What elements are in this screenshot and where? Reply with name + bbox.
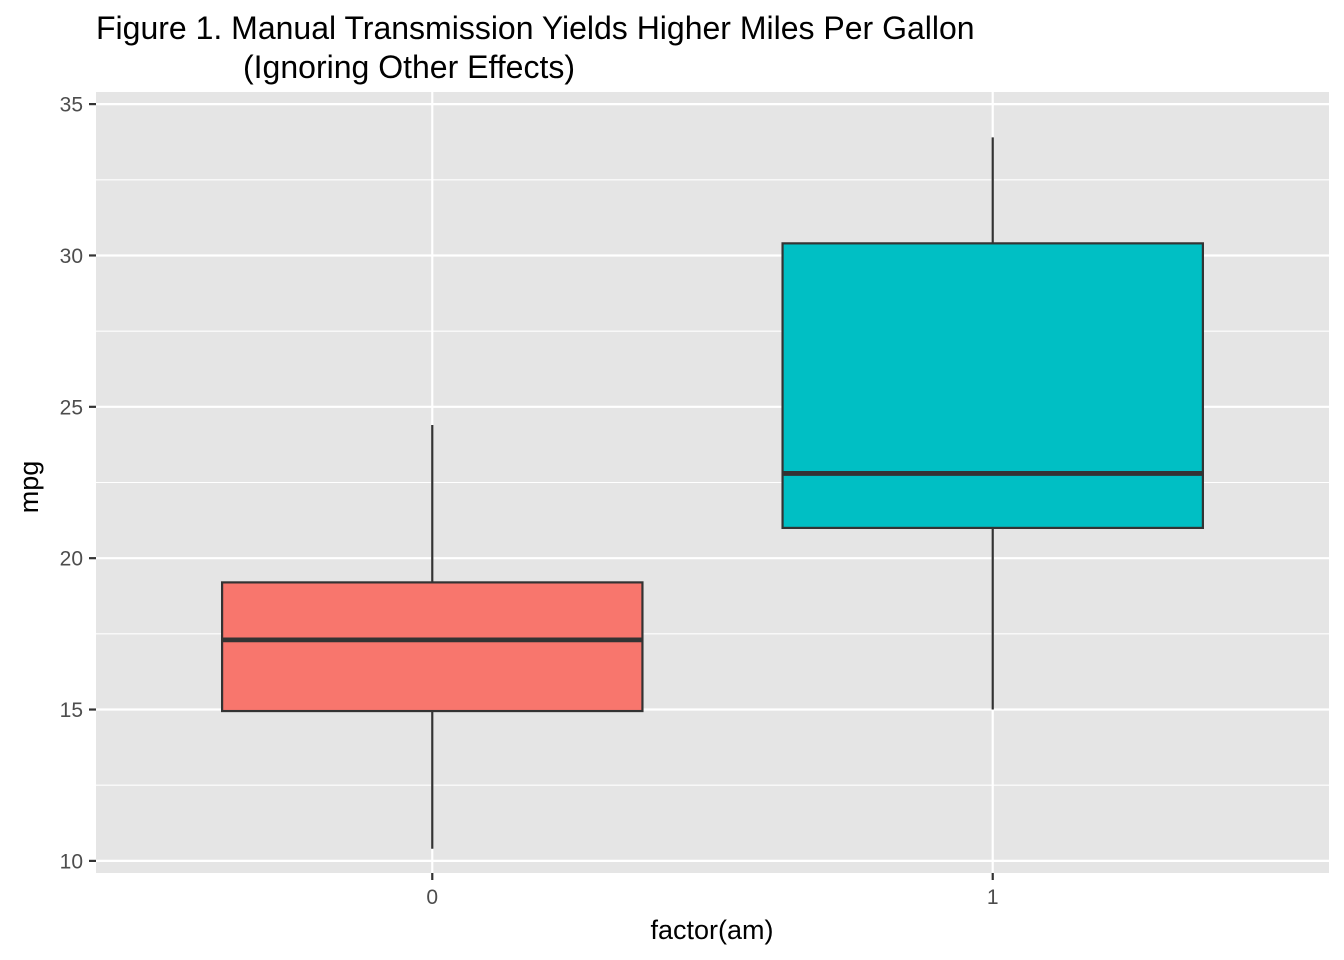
y-tick-label: 30 xyxy=(60,245,83,268)
box-group-0 xyxy=(221,424,644,849)
x-axis-title: factor(am) xyxy=(650,915,773,945)
y-tick-label: 10 xyxy=(60,850,83,873)
box-group-1 xyxy=(781,137,1204,710)
axes: 10 15 20 25 30 35 0 1 xyxy=(60,94,999,909)
y-axis-title: mpg xyxy=(14,461,44,514)
chart-title-line-1: Figure 1. Manual Transmission Yields Hig… xyxy=(96,10,975,46)
box-layer xyxy=(221,137,1204,849)
y-tick-label: 15 xyxy=(60,699,83,722)
iqr-box xyxy=(221,581,644,713)
chart-title-line-2: (Ignoring Other Effects) xyxy=(243,49,575,85)
iqr-box xyxy=(781,242,1204,530)
y-tick-label: 20 xyxy=(60,548,83,571)
y-tick-label: 25 xyxy=(60,396,83,419)
x-tick-label: 0 xyxy=(426,886,438,909)
x-tick-label: 1 xyxy=(987,886,999,909)
y-tick-label: 35 xyxy=(60,94,83,117)
